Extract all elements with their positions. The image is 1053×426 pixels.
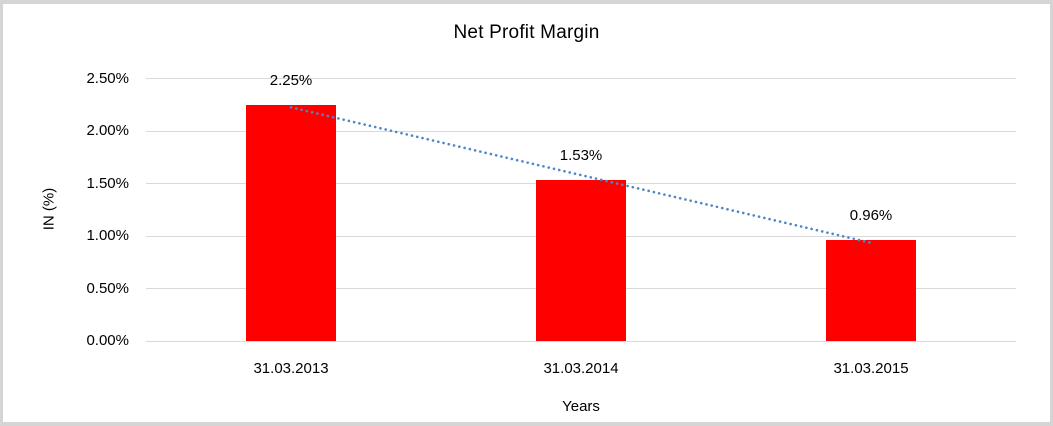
y-axis-title: IN (%) xyxy=(40,187,58,231)
x-category-label: 31.03.2013 xyxy=(253,360,329,377)
y-tick-label: 2.50% xyxy=(86,69,129,87)
y-tick-label: 1.00% xyxy=(86,227,129,244)
bar-value-label: 0.96% xyxy=(849,207,893,225)
y-tick-label: 1.50% xyxy=(86,174,129,192)
bar-value-label: 2.25% xyxy=(269,71,313,89)
y-tick-label: 0.00% xyxy=(86,332,129,349)
bar-value-label: 1.53% xyxy=(559,147,603,165)
x-category-label: 31.03.2014 xyxy=(543,360,619,377)
y-tick-label: 2.00% xyxy=(86,122,129,139)
y-tick-label: 0.50% xyxy=(86,279,129,297)
bar xyxy=(826,240,916,341)
bar xyxy=(536,180,626,341)
x-category-label: 31.03.2015 xyxy=(833,360,909,377)
chart-title: Net Profit Margin xyxy=(453,22,600,43)
x-axis-title: Years xyxy=(562,398,600,415)
gridline xyxy=(146,340,1016,342)
gridline xyxy=(146,78,1016,79)
bar xyxy=(246,104,336,341)
